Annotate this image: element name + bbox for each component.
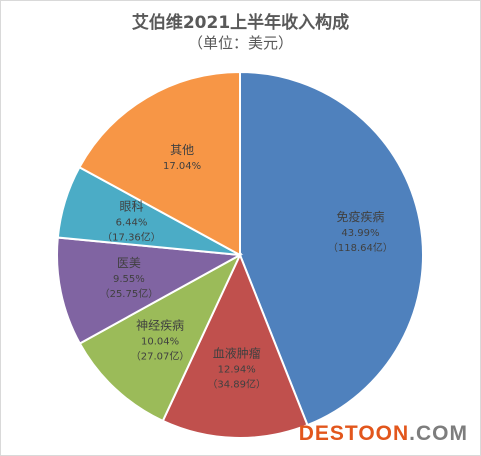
slice-percent: 9.55%: [113, 274, 145, 285]
slice-name: 神经疾病: [136, 318, 184, 333]
slice-label: 神经疾病 10.04% （27.07亿）: [131, 318, 190, 363]
watermark-main: DESTOON: [298, 422, 410, 445]
slice-percent: 10.04%: [141, 337, 179, 348]
slice-amount: （17.36亿）: [102, 231, 161, 244]
chart-subtitle: （单位：美元）: [187, 34, 293, 52]
slice-label: 眼科 6.44% （17.36亿）: [102, 200, 161, 244]
slice-percent: 17.04%: [163, 161, 201, 172]
slice-amount: （34.89亿）: [207, 377, 266, 390]
slice-amount: （118.64亿）: [328, 241, 393, 254]
pie-slice: [78, 70, 241, 257]
watermark-suffix: .COM: [409, 422, 468, 445]
slice-name: 其他: [170, 143, 194, 157]
slice-percent: 6.44%: [116, 218, 148, 229]
slice-amount: （25.75亿）: [100, 287, 159, 300]
slice-label: 血液肿瘤 12.94% （34.89亿）: [207, 345, 266, 390]
slice-name: 血液肿瘤: [213, 345, 261, 360]
slice-label: 免疫疾病 43.99% （118.64亿）: [328, 209, 393, 254]
slice-name: 医美: [117, 256, 141, 270]
slice-label: 医美 9.55% （25.75亿）: [100, 256, 159, 300]
pie-slice: [56, 236, 244, 345]
pie-slice: [161, 252, 309, 439]
pie-slice: [78, 252, 243, 423]
slice-name: 免疫疾病: [336, 209, 384, 224]
slice-percent: 43.99%: [341, 228, 379, 239]
watermark: DESTOON.COM: [299, 422, 468, 446]
slice-percent: 12.94%: [218, 364, 256, 375]
chart-title: 艾伯维2021上半年收入构成: [131, 13, 350, 33]
slice-name: 眼科: [119, 200, 143, 214]
slice-label: 其他 17.04%: [163, 143, 201, 172]
slice-amount: （27.07亿）: [131, 350, 190, 363]
pie-slice: [239, 70, 424, 427]
